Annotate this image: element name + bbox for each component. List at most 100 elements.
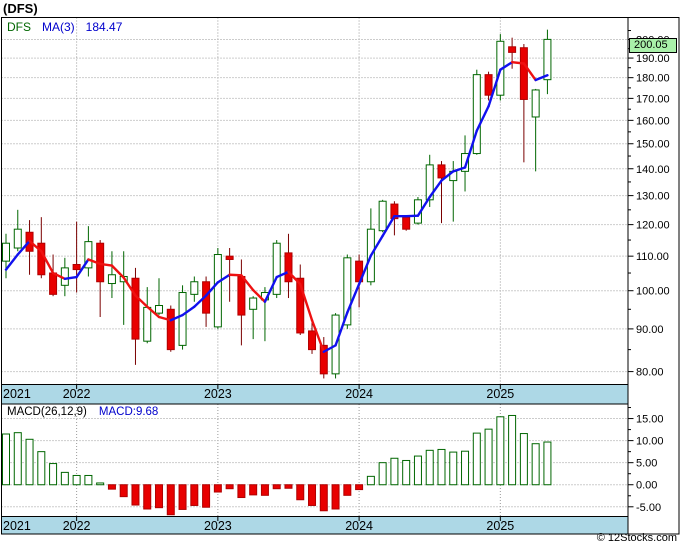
macd-bar-2023-05 [260, 484, 269, 496]
candle-2023-08 [296, 264, 305, 335]
macd-value: MACD:9.68 [98, 406, 159, 418]
macd-bar-2024-12 [484, 428, 493, 486]
ma-line-segment [440, 170, 455, 182]
macd-bar-2024-02 [366, 475, 375, 486]
macd-bar-2022-01 [72, 474, 81, 486]
ma-line-segment [98, 262, 114, 267]
macd-bar-2024-08 [437, 448, 446, 486]
chart-title: (DFS) [3, 1, 38, 16]
candle-2023-07 [284, 233, 293, 299]
year-label-2025: 2025 [486, 387, 514, 401]
macd-bar-2025-02 [508, 414, 517, 486]
panel-borders [1, 17, 680, 535]
macd-bar-2025-04 [531, 443, 540, 486]
ma-line-segment [475, 105, 490, 132]
candle-2024-02 [366, 208, 375, 286]
ma-line-segment [146, 305, 161, 319]
ma-line-segment [40, 250, 55, 275]
price-axis-label: 100.00 [636, 286, 670, 298]
candle-2025-04 [531, 88, 540, 172]
price-axis: 200.00190.00180.00170.00160.00150.00140.… [628, 30, 670, 379]
macd-bar-2022-10 [178, 484, 187, 510]
candle-2023-04 [249, 296, 258, 340]
macd-bar-2021-07 [2, 433, 10, 486]
price-axis-label: 140.00 [636, 164, 670, 176]
candle-2022-06 [131, 267, 140, 365]
ma-line-segment [122, 276, 137, 297]
ma-line-segment [75, 258, 90, 279]
macd-bar-2022-06 [131, 484, 140, 506]
candle-2023-10 [319, 337, 328, 379]
macd-bar-2024-06 [413, 455, 422, 486]
macd-bar-2022-04 [107, 484, 116, 490]
ma-line-segment [534, 74, 549, 82]
year-label-2024: 2024 [345, 387, 373, 401]
candle-2024-08 [437, 161, 446, 224]
macd-axis: 15.00 10.00 5.00 0.00 -5.00 [628, 407, 664, 514]
ma-line-segment [110, 264, 125, 279]
macd-bar-2022-03 [96, 482, 105, 486]
macd-bar-2023-02 [225, 484, 234, 490]
macd-histogram [2, 414, 552, 516]
macd-bar-2024-01 [355, 484, 364, 491]
year-label-2022: 2022 [63, 519, 91, 533]
macd-axis-label: 15.00 [636, 414, 664, 426]
macd-bar-2021-12 [60, 471, 69, 486]
macd-bar-2021-11 [49, 463, 58, 486]
macd-bar-2022-07 [143, 484, 152, 510]
macd-bar-2024-10 [461, 450, 470, 486]
year-label-2022: 2022 [63, 387, 91, 401]
date-band-bottom [1, 516, 629, 535]
candle-2022-01 [72, 221, 81, 293]
ma-line-segment [157, 315, 172, 322]
ma-line-segment [487, 68, 502, 108]
macd-bar-2023-10 [319, 484, 328, 512]
copyright-notice: © 12Stocks.com [596, 532, 677, 544]
macd-bar-2021-09 [25, 438, 34, 486]
ma-line-segment [228, 273, 243, 277]
ma-line-segment [334, 311, 349, 347]
ma-line-segment [251, 288, 267, 303]
candle-2025-05 [543, 29, 552, 95]
candle-2022-07 [143, 287, 152, 344]
macd-bar-2022-09 [166, 484, 175, 516]
macd-bar-2022-08 [155, 484, 164, 509]
macd-bar-2023-06 [272, 484, 281, 490]
ma-line-segment [28, 239, 43, 253]
macd-bar-2022-05 [119, 484, 128, 498]
macd-bar-2023-01 [213, 484, 222, 493]
ma-line-segment [404, 214, 420, 218]
legend-ma-value: 184.47 [85, 20, 123, 34]
price-axis-label: 110.00 [636, 251, 669, 263]
candle-2021-07 [2, 233, 10, 279]
macd-bar-2024-03 [378, 462, 387, 486]
ma-line-segment [87, 258, 102, 266]
macd-label: MACD(26,12,9) [7, 406, 87, 418]
price-legend: DFS MA(3) 184.47 [7, 20, 133, 34]
candles [2, 29, 552, 379]
year-label-2023: 2023 [204, 519, 232, 533]
ma-line-segment [510, 61, 526, 65]
candle-2024-11 [472, 69, 481, 155]
date-labels: 2021 2021 2022 2022 2023 2023 2024 2024 2025 2025 [3, 384, 514, 533]
ma-line-segment [134, 294, 149, 308]
macd-bar-2023-04 [249, 484, 258, 496]
macd-bar-2022-12 [202, 484, 211, 508]
candle-2022-11 [190, 276, 199, 302]
price-axis-label: 160.00 [636, 115, 670, 127]
macd-bar-2023-12 [343, 484, 352, 496]
ma-line-segment [16, 239, 31, 256]
candle-2022-03 [96, 240, 105, 318]
ma-line-segment [357, 254, 373, 286]
macd-bar-2022-02 [84, 474, 93, 486]
legend-symbol: DFS [7, 20, 31, 34]
macd-bar-2021-10 [37, 451, 46, 486]
ma-line-segment [416, 195, 431, 217]
ma-line-segment [369, 234, 384, 257]
price-axis-label: 180.00 [636, 73, 670, 85]
candle-2022-04 [107, 251, 116, 299]
legend-ma-label: MA(3) [42, 20, 75, 34]
macd-bar-2022-11 [190, 484, 199, 506]
price-axis-label: 120.00 [636, 220, 670, 232]
